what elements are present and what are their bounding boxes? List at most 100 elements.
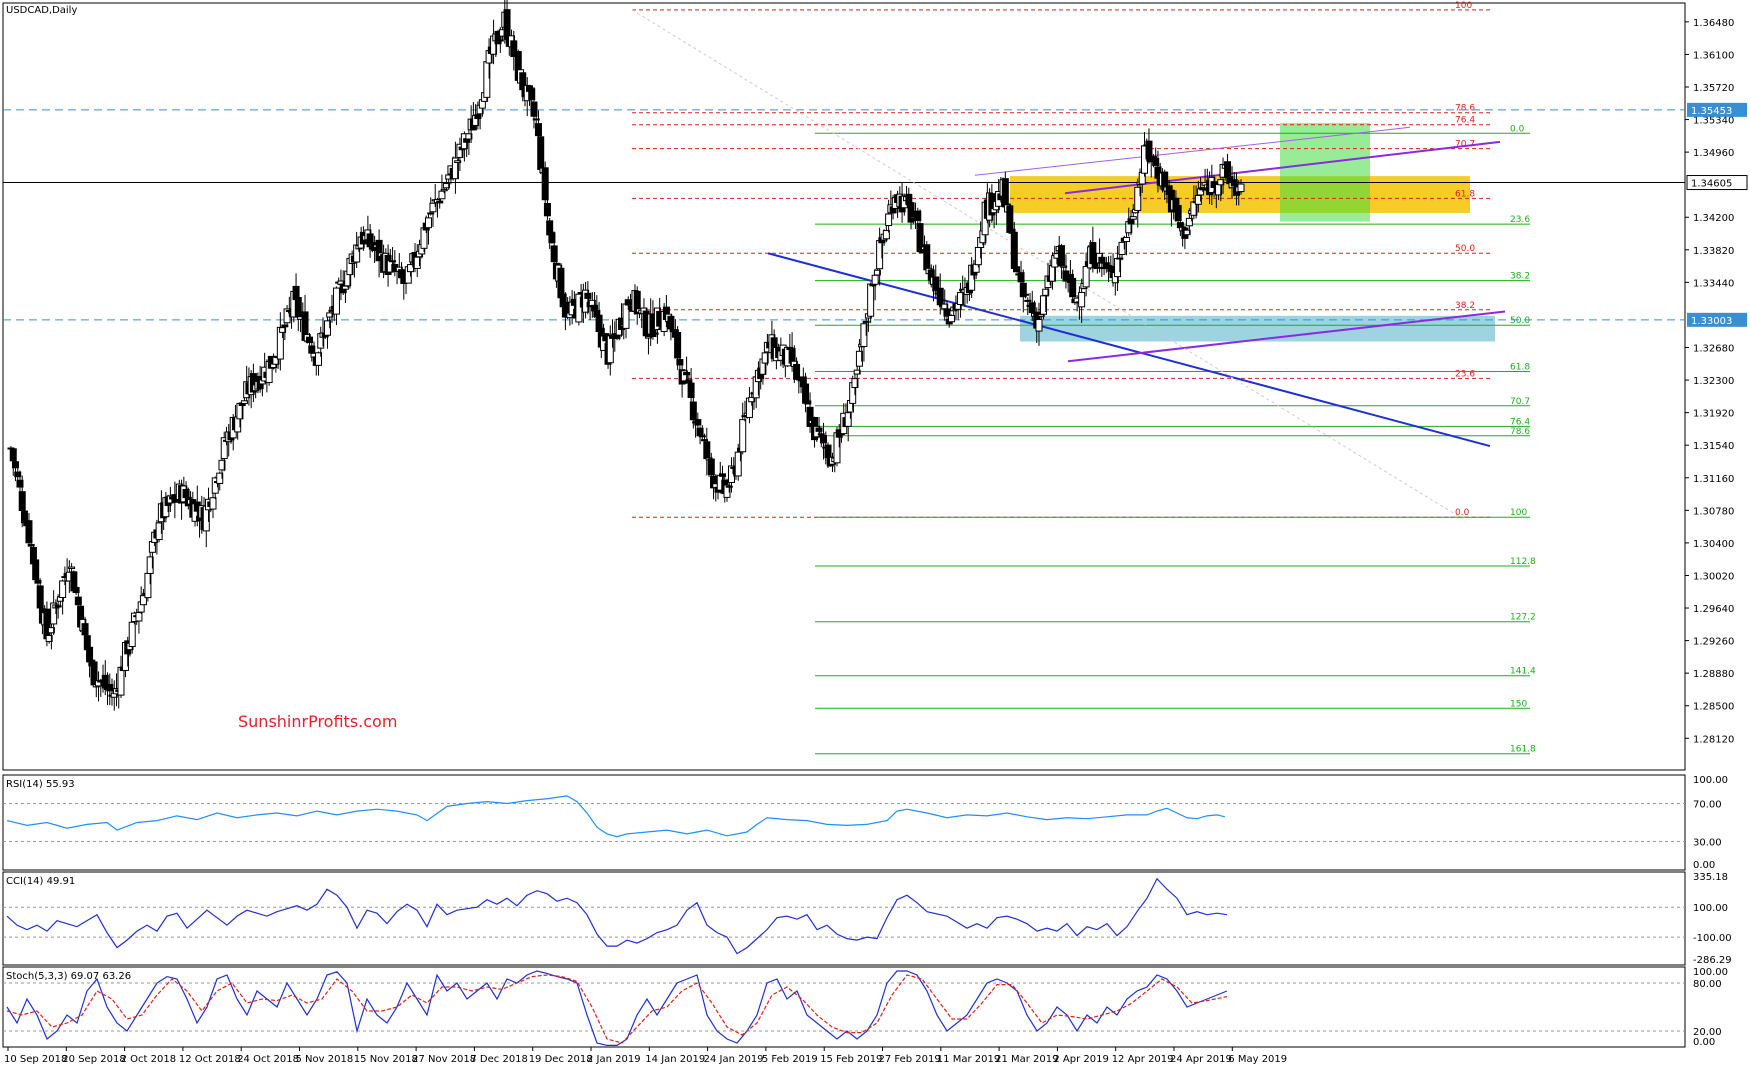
candle-body [694,419,702,426]
candle-body [725,485,733,488]
candle-body [860,323,868,347]
cci-label: CCI(14) 49.91 [6,876,75,887]
candle-body [667,315,675,330]
candle-body [211,477,219,494]
candle-body [510,40,518,58]
candle-body [47,627,55,634]
stoch-main-line [6,970,1228,1047]
candle-body [128,621,136,648]
candle-body [584,292,592,299]
fib-green-label: 127.2 [1510,613,1536,623]
price-tick-label: 1.28880 [1693,669,1734,680]
rsi-tick-label: 100.00 [1693,775,1728,786]
candle-body [804,400,812,405]
candle-body [698,435,706,438]
candle-body [1017,272,1025,283]
candle-body [283,308,291,324]
candle-body [871,274,879,285]
candle-body [74,596,82,606]
price-tick-label: 1.33440 [1693,278,1734,289]
price-frame [2,2,1686,771]
price-tag-current [1686,175,1748,191]
candle-body [1082,266,1090,288]
candle-body [135,612,143,622]
date-tick-label: 10 Sep 2018 [4,1054,67,1065]
candle-body [844,412,852,427]
candle-body [862,320,870,323]
candle-body [532,118,540,121]
candle-body [528,88,536,101]
candle-body [534,123,542,137]
stoch-tick-label: 0.00 [1693,1037,1715,1048]
candle-body [106,683,114,692]
fib-green-label: 23.6 [1510,215,1530,225]
candle-body [429,202,437,213]
price-tick-label: 1.35720 [1693,83,1734,94]
candle-body [216,472,224,484]
breakout-zone [1280,122,1370,222]
price-tick-label: 1.33820 [1693,246,1734,257]
price-tick-label: 1.34200 [1693,213,1734,224]
price-tick-label: 1.36480 [1693,18,1734,29]
candle-body [424,217,432,229]
price-tag-upper-dashed [1687,102,1747,117]
price-tick-label: 1.29640 [1693,604,1734,615]
fib-red-label: 61.8 [1455,189,1475,199]
candle-body [454,160,462,163]
candle-body [806,406,814,427]
candle-body [11,461,19,469]
candle-body [240,400,248,404]
candle-body [146,556,154,574]
candle-body [18,491,26,512]
candle-body [530,101,538,117]
price-tick-label: 1.28500 [1693,702,1734,713]
candle-body [353,244,361,263]
date-tick-label: 15 Feb 2019 [820,1054,882,1065]
candle-body [932,276,940,292]
candle-body [734,451,742,477]
candle-body [36,585,44,609]
candle-body [81,623,89,636]
candle-body [1019,282,1027,298]
candle-body [723,484,731,498]
stoch-tick-label: 20.00 [1693,1027,1722,1038]
candle-body [332,287,340,315]
date-tick-label: 24 Apr 2019 [1170,1054,1232,1065]
candle-body [561,301,569,318]
fib-red-label: 100 [1455,1,1472,11]
price-tick-label: 1.32680 [1693,344,1734,355]
price-tick-label: 1.29260 [1693,637,1734,648]
rsi-tick-label: 30.00 [1693,838,1722,849]
candle-body [218,459,226,471]
candle-body [50,602,58,625]
date-tick-label: 2 Jan 2019 [587,1054,641,1065]
candle-body [851,378,859,389]
fib-red-label: 78.6 [1455,104,1475,114]
fib-green-label: 100 [1510,508,1527,518]
candle-body [1134,186,1142,211]
date-tick-label: 2 Apr 2019 [1053,1054,1108,1065]
candle-body [1035,319,1043,332]
date-tick-label: 7 Dec 2018 [470,1054,528,1065]
candle-body [1217,179,1225,186]
rsi-line [6,795,1226,838]
candle-body [1042,288,1050,296]
candle-body [882,230,890,240]
candle-body [914,210,922,221]
price-tick-label: 1.34960 [1693,148,1734,159]
candle-body [25,520,33,544]
candle-body [326,312,334,318]
date-tick-label: 12 Apr 2019 [1112,1054,1174,1065]
price-tick-label: 1.28120 [1693,734,1734,745]
candle-body [885,213,893,227]
candle-body [1078,291,1086,308]
date-tick-label: 11 Mar 2019 [937,1054,1000,1065]
date-tick-label: 19 Dec 2018 [529,1054,593,1065]
candle-body [651,332,659,335]
price-tick-label: 1.35340 [1693,116,1734,127]
fib-red-label: 70.7 [1455,140,1475,150]
rsi-tick-label: 0.00 [1693,860,1715,871]
candle-body [16,479,24,488]
candle-body [689,401,697,421]
